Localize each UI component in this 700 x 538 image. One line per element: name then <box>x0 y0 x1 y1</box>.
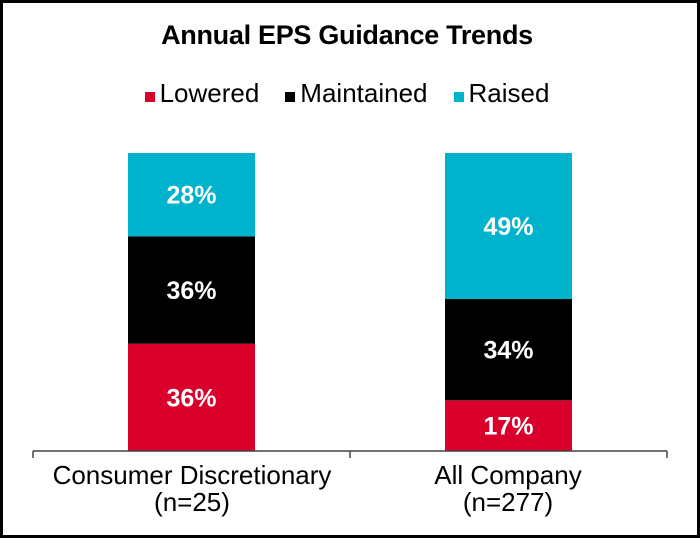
category-label-1: All Company (n=277) <box>338 462 678 516</box>
legend-label-raised: Raised <box>468 78 550 108</box>
bar-lowered-1 <box>445 400 572 451</box>
legend-swatch-raised <box>453 91 464 102</box>
data-label-maintained-1: 34% <box>483 337 533 365</box>
chart-legend: Lowered Maintained Raised <box>0 78 694 109</box>
legend-item-raised: Raised <box>453 78 550 109</box>
bar-maintained-1 <box>445 299 572 401</box>
category-label-0: Consumer Discretionary (n=25) <box>22 462 362 516</box>
bar-raised-0 <box>128 153 255 237</box>
bar-maintained-0 <box>128 236 255 344</box>
chart-title: Annual EPS Guidance Trends <box>161 20 533 50</box>
legend-label-lowered: Lowered <box>159 78 260 108</box>
category-name-0: Consumer Discretionary <box>52 460 332 490</box>
legend-item-maintained: Maintained <box>285 78 428 109</box>
data-label-raised-1: 49% <box>483 213 533 241</box>
legend-item-lowered: Lowered <box>144 78 260 109</box>
legend-label-maintained: Maintained <box>300 78 428 108</box>
data-label-lowered-1: 17% <box>483 413 533 441</box>
legend-swatch-lowered <box>144 91 155 102</box>
category-subtitle-1: (n=277) <box>462 487 554 517</box>
category-subtitle-0: (n=25) <box>154 487 230 517</box>
data-label-raised-0: 28% <box>166 182 216 210</box>
legend-swatch-maintained <box>285 91 296 102</box>
bar-lowered-0 <box>128 343 255 451</box>
data-label-lowered-0: 36% <box>166 384 216 412</box>
bar-raised-1 <box>445 153 572 300</box>
category-name-1: All Company <box>434 460 582 490</box>
data-label-maintained-0: 36% <box>166 277 216 305</box>
